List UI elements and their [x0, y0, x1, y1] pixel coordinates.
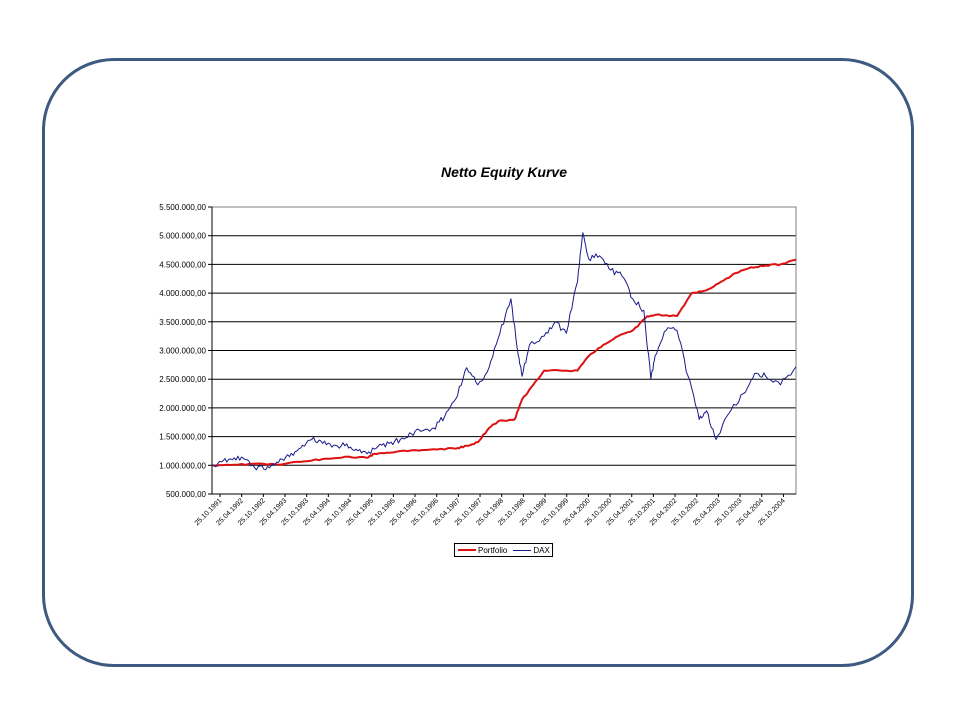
legend-label-portfolio: Portfolio — [478, 545, 508, 555]
series-line-dax — [211, 232, 797, 471]
y-tick-label: 4.000.000,00 — [159, 289, 206, 298]
y-tick-label: 1.000.000,00 — [159, 461, 206, 470]
legend: Portfolio DAX — [454, 543, 553, 557]
y-tick-label: 500.000,00 — [166, 490, 207, 499]
y-tick-label: 2.000.000,00 — [159, 404, 206, 413]
series-line-portfolio — [211, 258, 797, 467]
y-tick-label: 5.000.000,00 — [159, 232, 206, 241]
legend-label-dax: DAX — [533, 545, 550, 555]
legend-item-dax: DAX — [513, 545, 550, 555]
y-axis: 500.000,00 1.000.000,00 1.500.000,00 2.000.… — [159, 203, 213, 499]
y-tick-label: 3.000.000,00 — [159, 347, 206, 356]
legend-item-portfolio: Portfolio — [458, 546, 507, 555]
y-tick-label: 1.500.000,00 — [159, 433, 206, 442]
gridlines — [212, 235, 796, 466]
series-lines — [211, 232, 797, 471]
y-tick-label: 2.500.000,00 — [159, 375, 206, 384]
legend-swatch-dax — [513, 549, 532, 551]
legend-swatch-portfolio — [458, 549, 476, 551]
x-axis: 25.10.199125.04.199225.10.199225.04.1993… — [194, 493, 796, 527]
chart-title: Netto Equity Kurve — [440, 164, 567, 180]
y-tick-label: 4.500.000,00 — [159, 260, 206, 269]
slide-frame — [42, 58, 914, 667]
y-tick-label: 3.500.000,00 — [159, 318, 206, 327]
y-tick-label: 5.500.000,00 — [159, 203, 206, 212]
